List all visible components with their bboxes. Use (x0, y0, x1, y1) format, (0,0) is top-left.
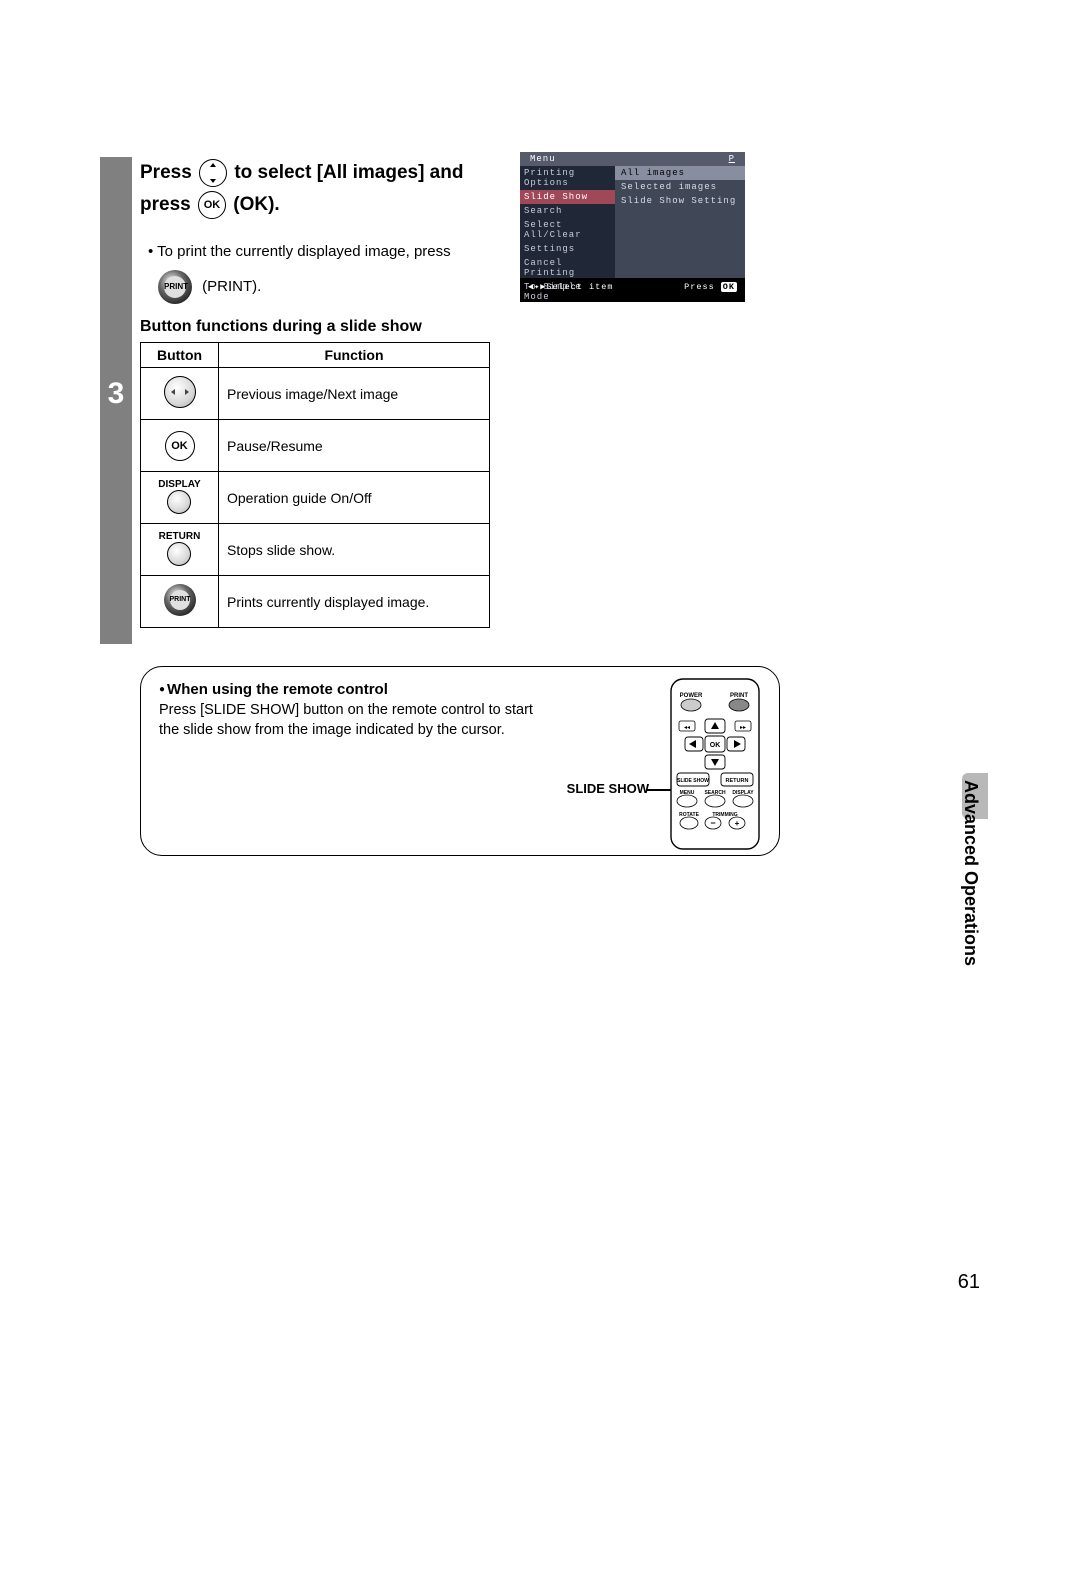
remote-menu-button (677, 795, 697, 807)
print-icon: PRINT (164, 584, 196, 616)
menu-left-item: Cancel Printing (520, 256, 615, 280)
menu-left-item: Search (520, 204, 615, 218)
bullet: • (148, 243, 153, 260)
remote-display-button (733, 795, 753, 807)
page-number: 61 (958, 1271, 980, 1294)
instruction-post: (OK). (233, 194, 279, 215)
menu-screenshot: Menu P Printing Options Slide Show Searc… (520, 152, 745, 302)
remote-power-label: POWER (680, 693, 703, 699)
table-row: RETURN Stops slide show. (141, 524, 490, 576)
table-header-function: Function (219, 343, 490, 368)
svg-text:MENU: MENU (680, 790, 695, 796)
return-button-icon: RETURN (159, 531, 201, 569)
table-row: OK Pause/Resume (141, 420, 490, 472)
table-cell-function: Prints currently displayed image. (219, 576, 490, 628)
remote-control-box: When using the remote control Press [SLI… (140, 666, 780, 856)
note-text: To print the currently displayed image, … (157, 243, 450, 260)
svg-text:DISPLAY: DISPLAY (732, 790, 754, 796)
svg-text:ROTATE: ROTATE (679, 812, 699, 818)
table-caption: Button functions during a slide show (140, 318, 422, 336)
menu-right-item: Selected images (615, 180, 745, 194)
menu-footer-ok: OK (721, 282, 737, 292)
svg-text:▸▸: ▸▸ (740, 725, 746, 731)
menu-footer-press: Press (684, 282, 715, 292)
svg-text:−: − (710, 818, 715, 828)
ok-button-icon: OK (198, 191, 226, 219)
remote-search-button (705, 795, 725, 807)
menu-right-item: All images (615, 166, 745, 180)
ok-icon: OK (165, 431, 195, 461)
menu-left-item: Printing Options (520, 166, 615, 190)
svg-text:+: + (735, 819, 740, 828)
svg-text:◂◂: ◂◂ (684, 725, 690, 731)
menu-right-item: Slide Show Setting (615, 194, 745, 208)
menu-left-item: Slide Show (520, 190, 615, 204)
menu-left-item: Settings (520, 242, 615, 256)
table-cell-function: Operation guide On/Off (219, 472, 490, 524)
section-tab: Advanced Operations (960, 780, 981, 966)
menu-left-item: Select All/Clear (520, 218, 615, 242)
menu-p-icon: P (729, 154, 735, 164)
svg-text:SEARCH: SEARCH (704, 790, 726, 796)
table-cell-function: Stops slide show. (219, 524, 490, 576)
remote-power-button (681, 699, 701, 711)
table-cell-function: Previous image/Next image (219, 368, 490, 420)
step-number: 3 (100, 377, 132, 411)
display-button-icon: DISPLAY (158, 479, 200, 517)
menu-title: Menu (530, 154, 556, 164)
print-word: (PRINT). (202, 278, 261, 295)
table-cell-function: Pause/Resume (219, 420, 490, 472)
print-button-icon: PRINT (158, 270, 192, 304)
svg-text:SLIDE SHOW: SLIDE SHOW (677, 778, 709, 784)
remote-print-label: PRINT (730, 693, 748, 699)
svg-text:RETURN: RETURN (726, 778, 749, 784)
remote-text: Press [SLIDE SHOW] button on the remote … (159, 700, 539, 741)
table-row: Previous image/Next image (141, 368, 490, 420)
left-right-nav-icon (164, 376, 196, 408)
button-function-table: Button Function Previous image/Next imag… (140, 342, 490, 628)
menu-left-column: Printing Options Slide Show Search Selec… (520, 166, 615, 278)
menu-titlebar: Menu P (520, 152, 745, 166)
print-note: • To print the currently displayed image… (148, 240, 488, 304)
instruction-pre: Press (140, 162, 192, 183)
table-row: PRINT Prints currently displayed image. (141, 576, 490, 628)
table-header-button: Button (141, 343, 219, 368)
main-instruction: Press to select [All images] and press O… (140, 157, 500, 222)
menu-footer-left: ◀✦▶Select item (528, 282, 613, 292)
svg-text:OK: OK (710, 742, 721, 749)
remote-rotate-button (680, 817, 698, 829)
remote-control-illustration: POWER PRINT OK ◂◂ ▸▸ SLIDE SHOW RETURN M… (665, 675, 765, 850)
table-row: DISPLAY Operation guide On/Off (141, 472, 490, 524)
remote-print-button (729, 699, 749, 711)
menu-right-column: All images Selected images Slide Show Se… (615, 166, 745, 278)
up-down-nav-icon (199, 159, 227, 187)
slideshow-callout-label: SLIDE SHOW (567, 781, 649, 796)
